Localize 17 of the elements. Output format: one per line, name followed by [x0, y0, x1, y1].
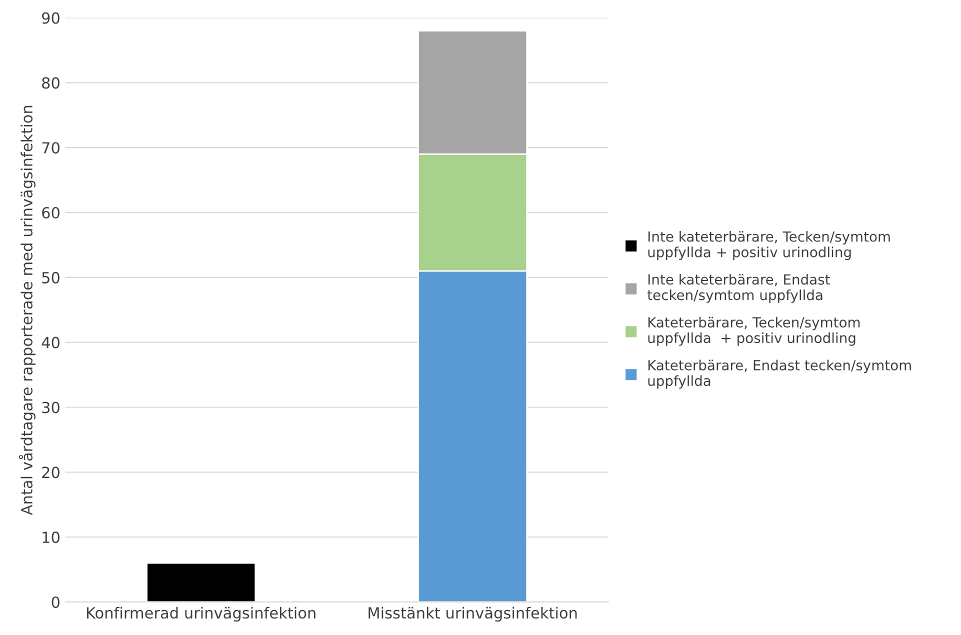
x-tick-label: Konfirmerad urinvägsinfektion: [87, 606, 316, 622]
y-tick-label: 90: [42, 12, 60, 24]
y-axis-title: Antal vårdtagare rapporterade med urinvägsinfektion: [18, 106, 36, 516]
y-tick-label: 0: [52, 596, 60, 608]
y-tick-label: 30: [42, 402, 60, 414]
legend-label: Inte kateterbärare, Endast tecken/symtom uppfyllda: [647, 274, 830, 303]
legend-label: Kateterbärare, Tecken/symtom uppfyllda + positiv urinodling: [648, 316, 860, 346]
y-tick-label: 50: [42, 272, 60, 284]
y-tick-label: 20: [42, 466, 60, 478]
x-tick-label: Misstänkt urinvägsinfektion: [368, 606, 577, 622]
y-tick-label: 70: [42, 142, 60, 154]
y-tick-label: 80: [42, 77, 60, 89]
y-tick-label: 40: [42, 336, 60, 348]
legend-label: Inte kateterbärare, Tecken/symtom uppfyllda + positiv urinodling: [648, 231, 890, 260]
legend-label: Kateterbärare, Endast tecken/symtom uppfyllda: [648, 360, 911, 389]
y-tick-label: 10: [42, 532, 60, 544]
y-tick-label: 60: [42, 206, 60, 219]
